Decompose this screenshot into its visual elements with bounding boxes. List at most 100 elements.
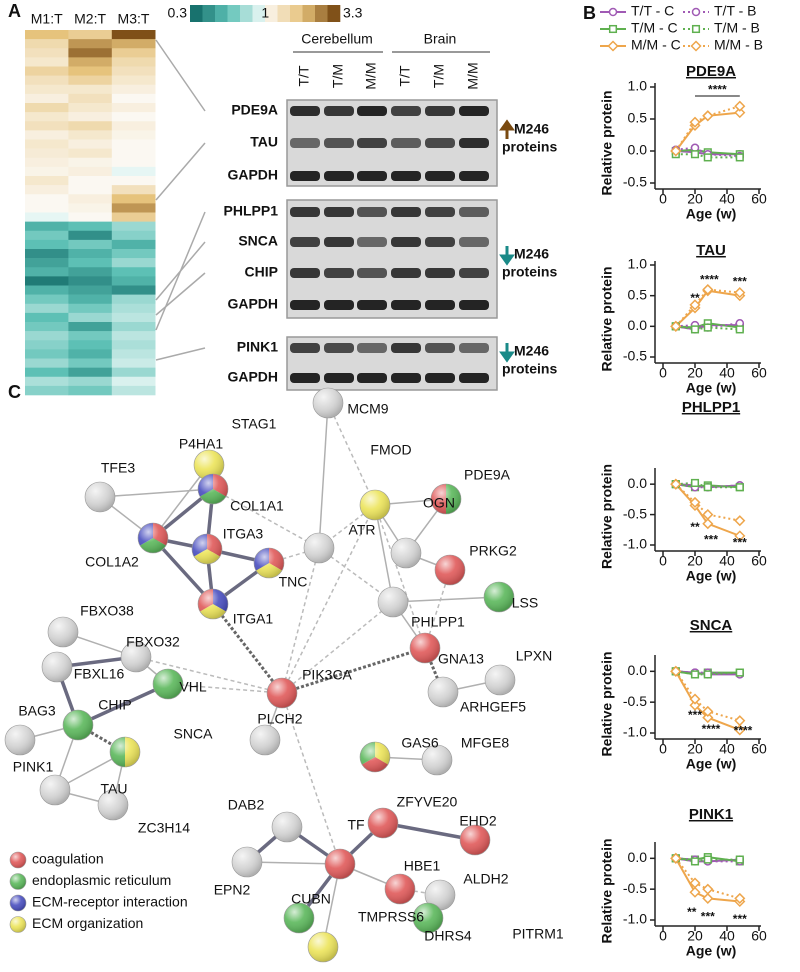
heatmap-cell — [25, 48, 69, 58]
colorbar-segment — [327, 5, 341, 22]
network-node — [271, 811, 303, 843]
marker — [689, 496, 701, 508]
heatmap-cell — [68, 57, 113, 67]
x-tick-label: 0 — [659, 553, 667, 569]
heatmap-cell — [68, 166, 113, 177]
note-text: proteins — [502, 264, 557, 280]
heatmap-cell — [68, 385, 113, 396]
network-node — [191, 533, 223, 565]
blot-band — [425, 106, 455, 116]
blot-band — [459, 237, 489, 247]
heatmap-cell — [25, 57, 69, 67]
heatmap-cell — [25, 367, 69, 378]
row-label: GAPDH — [227, 167, 278, 183]
node-label: SNCA — [174, 726, 214, 742]
node-shine — [430, 483, 462, 515]
marker — [670, 145, 682, 157]
marker — [734, 715, 746, 727]
y-tick-label: 0.5 — [628, 110, 648, 126]
heatmap-cell — [111, 349, 156, 359]
node-shine — [359, 489, 391, 521]
blot-band — [290, 171, 320, 181]
marker — [702, 883, 714, 895]
chart-title: PINK1 — [689, 806, 733, 823]
marker — [735, 668, 744, 677]
heatmap-cell — [68, 312, 113, 323]
node-shine — [84, 481, 116, 513]
heatmap-cell — [111, 84, 156, 95]
blot-band — [391, 138, 421, 148]
heatmap-cell — [111, 340, 156, 350]
heatmap-cell — [25, 103, 69, 113]
node-label: PINK1 — [13, 759, 54, 775]
heatmap-cell — [68, 39, 113, 49]
colorbar-label: 1 — [261, 5, 269, 21]
marker — [670, 320, 682, 332]
blot-band — [425, 138, 455, 148]
network-node — [459, 824, 491, 856]
x-axis-label: Age (w) — [686, 756, 737, 772]
legend-label: T/M - B — [714, 20, 760, 36]
marker — [702, 518, 714, 530]
blot-band — [290, 207, 320, 217]
heatmap-cell — [25, 84, 69, 95]
series-line — [675, 322, 740, 329]
marker — [703, 483, 712, 492]
node-label: ITGA3 — [223, 526, 264, 542]
series-line — [675, 483, 741, 537]
blot-band — [391, 268, 421, 278]
blot-band — [357, 138, 387, 148]
network-node — [377, 586, 409, 618]
marker — [702, 283, 714, 296]
heatmap-cell — [68, 93, 113, 104]
blot-band — [459, 207, 489, 217]
node-label: COL1A2 — [85, 554, 139, 570]
heatmap-cell — [68, 258, 113, 268]
blot-band — [324, 343, 354, 353]
heatmap-cell — [111, 176, 156, 186]
blot-band — [391, 207, 421, 217]
heatmap-cell — [68, 285, 113, 295]
network-node — [231, 846, 263, 878]
heatmap-cell — [111, 221, 156, 232]
heatmap-cell — [25, 267, 69, 277]
node-shine — [191, 533, 223, 565]
network-node — [193, 449, 225, 481]
y-tick-label: 0.5 — [628, 286, 648, 302]
heatmap-cell — [68, 331, 113, 341]
node-label: HBE1 — [404, 858, 441, 874]
legend-label: T/T - B — [714, 3, 757, 19]
blot-box — [286, 199, 498, 319]
node-shine — [152, 668, 184, 700]
y-axis-label: Relative protein — [599, 464, 615, 569]
heatmap-cell — [111, 30, 156, 40]
blot-band — [357, 343, 387, 353]
network-node — [303, 532, 335, 564]
node-shine — [39, 774, 71, 806]
blot-band — [391, 373, 421, 383]
heatmap-cell — [68, 340, 113, 350]
network-node — [430, 483, 462, 515]
node-shine — [120, 641, 152, 673]
heatmap-cell — [25, 212, 69, 222]
row-label: PDE9A — [231, 102, 278, 118]
blot-band — [391, 171, 421, 181]
heatmap-cell — [25, 75, 69, 86]
node-label: TFE3 — [101, 460, 135, 476]
blot-band — [290, 373, 320, 383]
note-text: M246 — [514, 121, 549, 137]
network-edge — [246, 861, 341, 865]
heatmap-cell — [111, 258, 156, 268]
heatmap-cell — [111, 139, 156, 149]
heatmap-cell — [25, 349, 69, 359]
heatmap-cell — [25, 358, 69, 368]
lane-label: T/T — [296, 65, 312, 86]
legend-node — [9, 873, 27, 890]
column-label: M2:T — [74, 11, 106, 27]
series-line — [675, 146, 740, 158]
network-edge — [77, 682, 169, 727]
node-label: BAG3 — [18, 703, 56, 719]
series-line — [675, 670, 740, 676]
x-tick-label: 60 — [751, 928, 767, 944]
blot-band — [425, 300, 455, 310]
